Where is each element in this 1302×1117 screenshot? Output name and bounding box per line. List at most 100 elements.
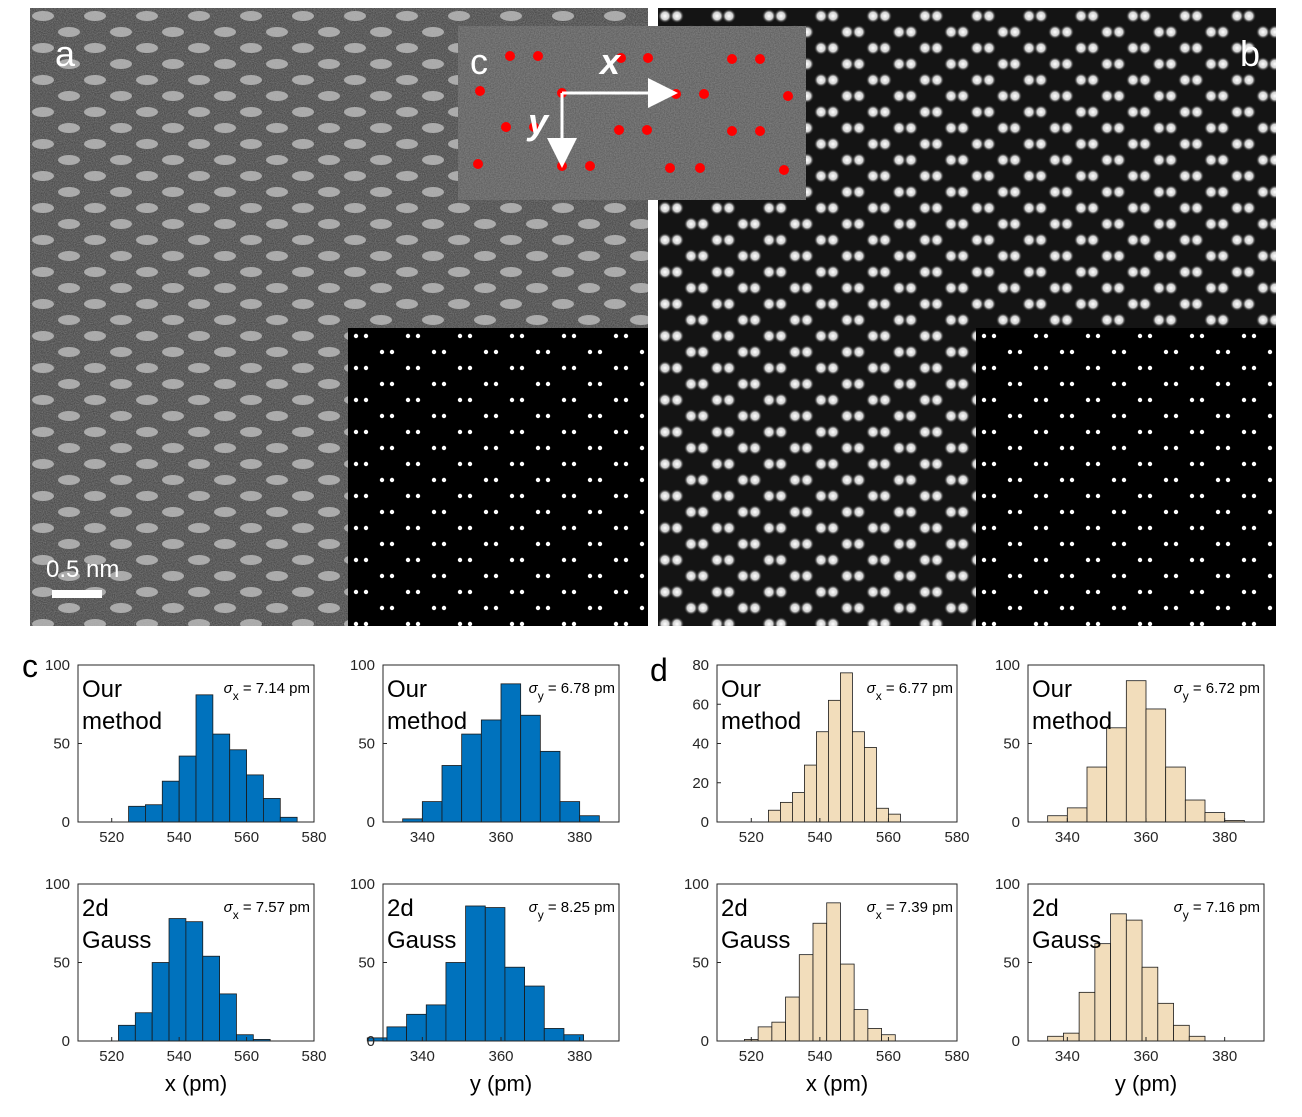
- histogram-bar: [195, 694, 214, 823]
- x-tick-label: 540: [167, 829, 192, 846]
- y-tick-label: 50: [692, 955, 709, 972]
- histogram-bar: [768, 809, 781, 823]
- histogram-svg: 520 540 560 580 0 20 40 60 80 Our method σx = 6.77 …: [692, 657, 969, 846]
- method-label-line2: method: [82, 708, 162, 735]
- method-label-line1: Our: [1032, 676, 1072, 703]
- histogram-bar: [1184, 799, 1206, 823]
- histogram-d-x-our: 520 540 560 580 0 20 40 60 80 Our method σx = 6.77 …: [657, 655, 969, 882]
- histogram-d-x-gauss: 520 540 560 580 0 50 100 2d Gauss σx = 7.39 pm x (…: [657, 874, 970, 1101]
- inset-y-label: y: [528, 101, 549, 142]
- y-tick-label: 40: [692, 736, 709, 753]
- histogram-svg: 520 540 560 580 0 50 100 Our method σx = 7.14 pm: [45, 657, 327, 846]
- x-tick-label: 360: [1133, 1048, 1158, 1065]
- y-tick-label: 100: [995, 657, 1020, 674]
- histogram-bar: [1165, 766, 1186, 823]
- x-tick-label: 560: [876, 1048, 901, 1065]
- y-tick-label: 80: [692, 657, 709, 674]
- histogram-bar: [1204, 812, 1226, 823]
- histogram-c-x-gauss: 520 540 560 580 0 50 100 2d Gauss σx = 7.57 pm x (…: [18, 874, 327, 1101]
- x-tick-label: 580: [301, 829, 326, 846]
- x-tick-label: 520: [99, 1048, 124, 1065]
- histogram-bar: [461, 733, 482, 823]
- x-tick-label: 380: [1212, 1048, 1237, 1065]
- simulated-inset-b: [976, 328, 1276, 626]
- method-label-line1: Our: [82, 676, 122, 703]
- plot-area: 520 540 560 580 0 50 100 2d Gauss σx = 7.57 pm x (…: [45, 876, 327, 1096]
- method-label-line2: method: [1032, 708, 1112, 735]
- y-tick-label: 0: [367, 1033, 375, 1050]
- y-tick-label: 50: [358, 736, 375, 753]
- x-tick-label: 560: [876, 829, 901, 846]
- histogram-bar: [118, 1024, 136, 1042]
- stem-image-denoised: [658, 8, 1276, 626]
- plot-area: 520 540 560 580 0 50 100 2d Gauss σx = 7.39 pm x (…: [684, 876, 970, 1096]
- histogram-bar: [279, 816, 298, 823]
- histogram-bar: [864, 747, 877, 823]
- method-label-line1: Our: [387, 676, 427, 703]
- sigma-annotation: σx = 7.57 pm: [224, 899, 310, 922]
- y-tick-label: 100: [350, 876, 375, 893]
- histogram-bar: [1125, 680, 1147, 823]
- histogram-bar: [161, 780, 180, 823]
- x-tick-label: 520: [99, 829, 124, 846]
- histogram-bar: [425, 1004, 447, 1042]
- y-tick-label: 0: [701, 1033, 709, 1050]
- y-tick-label: 50: [53, 955, 70, 972]
- histogram-bar: [1110, 913, 1127, 1042]
- x-tick-label: 380: [567, 829, 592, 846]
- histogram-bar: [1066, 807, 1088, 823]
- histogram-bar: [852, 731, 865, 823]
- histogram-bar: [867, 1028, 882, 1042]
- panel-label-d: d: [650, 652, 668, 688]
- y-tick-label: 0: [62, 1033, 70, 1050]
- x-tick-label: 520: [739, 829, 764, 846]
- histogram-bar: [1047, 815, 1068, 823]
- inset-x-label: x: [600, 41, 621, 82]
- histogram-bar: [484, 907, 506, 1042]
- histogram-bar: [816, 731, 829, 823]
- plot-area: 520 540 560 580 0 50 100 Our method σx = 7.14 pm: [45, 657, 327, 846]
- histogram-bar: [212, 733, 231, 823]
- y-tick-label: 0: [701, 814, 709, 831]
- simulated-inset-a: [348, 328, 648, 626]
- plot-area: 340 360 380 0 50 100 2d Gauss σy = 7.16 pm y (pm): [995, 876, 1265, 1096]
- y-tick-label: 60: [692, 696, 709, 713]
- x-tick-label: 340: [410, 829, 435, 846]
- sigma-annotation: σx = 6.77 pm: [867, 680, 953, 703]
- x-tick-label: 540: [807, 829, 832, 846]
- inset-label-c: c: [470, 41, 488, 82]
- y-tick-label: 0: [62, 814, 70, 831]
- panel-label-c: c: [22, 648, 38, 684]
- y-tick-label: 100: [350, 657, 375, 674]
- x-tick-label: 340: [1055, 829, 1080, 846]
- histogram-bar: [853, 1009, 869, 1042]
- method-label-line2: Gauss: [387, 927, 456, 954]
- histogram-bar: [579, 815, 600, 823]
- y-tick-label: 50: [358, 955, 375, 972]
- histogram-bar: [840, 963, 855, 1042]
- histogram-bar: [386, 1026, 407, 1042]
- histogram-bar: [151, 962, 170, 1042]
- histogram-bar: [504, 966, 526, 1042]
- histogram-svg: 340 360 380 0 50 100 Our method σy = 6.78 pm: [350, 657, 620, 846]
- histogram-bar: [185, 921, 204, 1042]
- histogram-bar: [876, 807, 889, 823]
- x-tick-label: 380: [567, 1048, 592, 1065]
- x-tick-label: 540: [807, 1048, 832, 1065]
- method-label-line1: 2d: [721, 895, 748, 922]
- histogram-bar: [441, 765, 463, 823]
- histogram-bar: [1141, 966, 1159, 1042]
- sigma-annotation: σy = 6.72 pm: [1174, 680, 1260, 703]
- histogram-bar: [812, 922, 828, 1042]
- method-label-line1: Our: [721, 676, 761, 703]
- sigma-annotation: σy = 7.16 pm: [1174, 899, 1260, 922]
- scalebar: [52, 590, 102, 598]
- method-label-line2: Gauss: [1032, 927, 1101, 954]
- histogram-bar: [406, 1013, 427, 1042]
- plot-area: 340 360 380 0 50 100 Our method σy = 6.72 pm: [995, 657, 1265, 846]
- x-tick-label: 340: [1055, 1048, 1080, 1065]
- y-tick-label: 50: [53, 736, 70, 753]
- histogram-bar: [1047, 1035, 1064, 1042]
- y-tick-label: 50: [1003, 955, 1020, 972]
- histogram-bar: [421, 801, 443, 823]
